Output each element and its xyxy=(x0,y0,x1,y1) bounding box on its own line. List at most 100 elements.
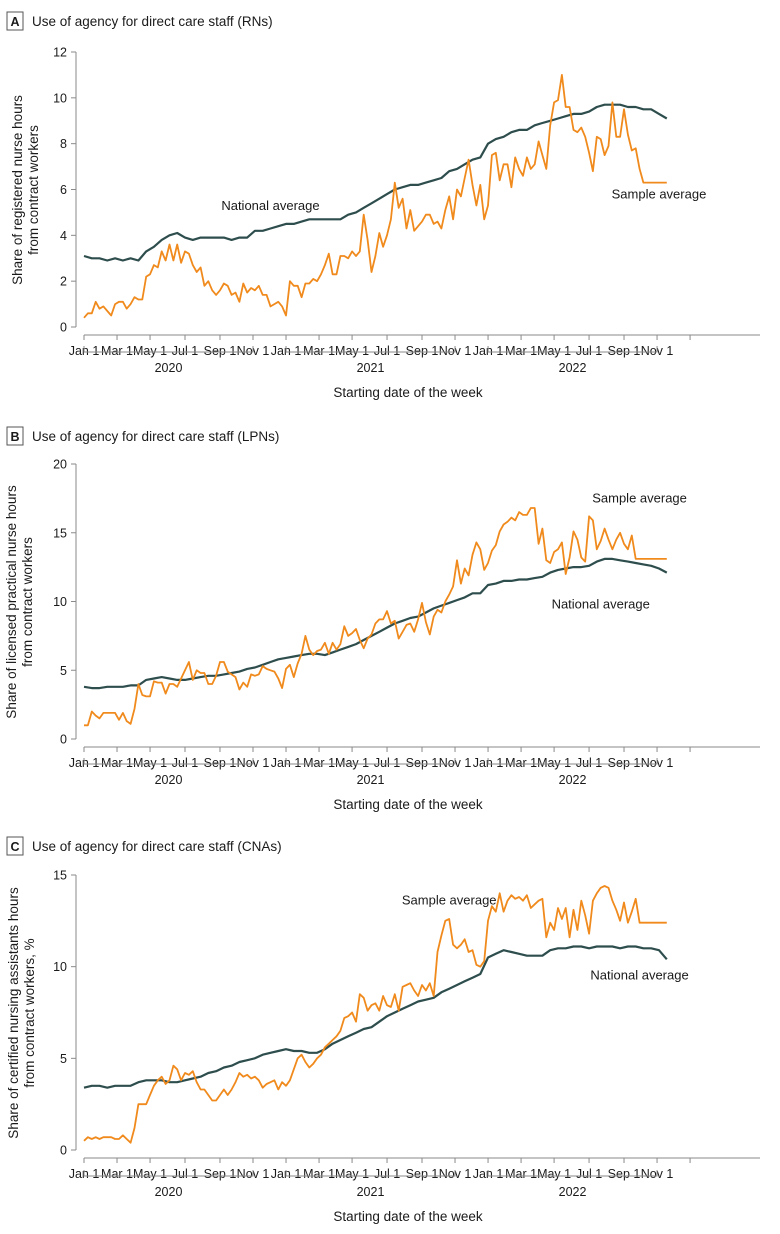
panel-a-annotation: Sample average xyxy=(612,187,707,202)
panel-b-year-bracket xyxy=(487,758,658,765)
panel-a-title: A Use of agency for direct care staff (R… xyxy=(6,11,273,31)
panel-a-y-tick-label: 12 xyxy=(53,46,67,60)
panel-b-letter: B xyxy=(10,430,19,444)
panel-c: C Use of agency for direct care staff (C… xyxy=(6,836,760,1224)
panel-c-letter: C xyxy=(10,840,19,854)
panel-c-x-tick-label: Mar 1 xyxy=(505,1167,537,1181)
panel-c-x-tick-label: Jul 1 xyxy=(172,1167,198,1181)
panel-a-series-sample-average xyxy=(83,74,667,319)
panel-b-year-label: 2022 xyxy=(559,773,587,787)
panel-b-x-tick-label: May 1 xyxy=(537,756,571,770)
panel-a-y-tick-label: 2 xyxy=(60,275,67,289)
panel-a-year-bracket xyxy=(487,346,658,353)
panel-a-xlabel: Starting date of the week xyxy=(333,385,483,400)
panel-b: B Use of agency for direct care staff (L… xyxy=(4,426,760,812)
panel-b-y-tick-label: 10 xyxy=(53,595,67,609)
panel-b-title: B Use of agency for direct care staff (L… xyxy=(6,426,279,446)
panel-a-x-tick-label: Jul 1 xyxy=(172,344,198,358)
panel-b-year-label: 2021 xyxy=(357,773,385,787)
panel-b-y-tick-label: 15 xyxy=(53,526,67,540)
panel-c-title-text: Use of agency for direct care staff (CNA… xyxy=(32,839,282,854)
panel-c-x-tick-label: Jul 1 xyxy=(374,1167,400,1181)
panel-c-x-tick-label: Mar 1 xyxy=(101,1167,133,1181)
panel-b-x-tick-label: Jul 1 xyxy=(374,756,400,770)
panel-b-y-tick-label: 20 xyxy=(53,458,67,472)
panel-b-x-tick-label: Mar 1 xyxy=(505,756,537,770)
panel-b-x-tick-label: Sep 1 xyxy=(406,756,439,770)
panel-c-xlabel: Starting date of the week xyxy=(333,1209,483,1224)
panel-a-y-tick-label: 6 xyxy=(60,183,67,197)
panel-a-x-tick-label: May 1 xyxy=(537,344,571,358)
panel-c-x-tick-label: May 1 xyxy=(133,1167,167,1181)
panel-c-x-tick-label: Sep 1 xyxy=(406,1167,439,1181)
panel-a-x-tick-label: May 1 xyxy=(335,344,369,358)
panel-b-x-tick-label: May 1 xyxy=(133,756,167,770)
panel-a-ylabel-line-1: Share of registered nurse hours xyxy=(10,95,25,285)
panel-b-ylabel-line-2: from contract workers xyxy=(20,537,35,667)
panel-c-ylabel-line-1: Share of certified nursing assistants ho… xyxy=(6,887,21,1139)
panel-a: A Use of agency for direct care staff (R… xyxy=(6,11,760,400)
panel-a-x-tick-label: Sep 1 xyxy=(204,344,237,358)
panel-b-y-tick-label: 5 xyxy=(60,664,67,678)
panel-b-xlabel: Starting date of the week xyxy=(333,797,483,812)
panel-c-year-bracket xyxy=(285,1170,456,1177)
panel-b-year-bracket xyxy=(285,758,456,765)
panel-c-x-tick-label: Sep 1 xyxy=(608,1167,641,1181)
panel-a-series-national-average xyxy=(83,103,668,262)
panel-b-year-label: 2020 xyxy=(155,773,183,787)
panel-c-annotation: Sample average xyxy=(402,892,497,907)
panel-c-year-label: 2020 xyxy=(155,1185,183,1199)
panel-c-year-label: 2022 xyxy=(559,1185,587,1199)
panel-b-y-tick-label: 0 xyxy=(60,733,67,747)
panel-a-x-tick-label: Sep 1 xyxy=(406,344,439,358)
panel-c-y-tick-label: 0 xyxy=(60,1144,67,1158)
panel-b-series-sample-average xyxy=(84,507,667,727)
panel-a-year-bracket xyxy=(285,346,456,353)
panel-a-annotation: National average xyxy=(221,198,319,213)
panel-c-x-tick-label: May 1 xyxy=(537,1167,571,1181)
panel-c-series-national-average xyxy=(83,945,668,1089)
panel-b-x-tick-label: Sep 1 xyxy=(608,756,641,770)
panel-b-x-tick-label: Jul 1 xyxy=(576,756,602,770)
panel-a-year-label: 2022 xyxy=(559,361,587,375)
panel-a-title-text: Use of agency for direct care staff (RNs… xyxy=(32,14,273,29)
panel-c-x-tick-label: Jul 1 xyxy=(576,1167,602,1181)
panel-a-year-label: 2020 xyxy=(155,361,183,375)
panel-a-ylabel-line-2: from contract workers xyxy=(26,125,41,255)
panel-c-y-tick-label: 10 xyxy=(53,960,67,974)
panel-b-x-tick-label: Mar 1 xyxy=(101,756,133,770)
panel-a-x-tick-label: Mar 1 xyxy=(101,344,133,358)
panel-c-year-bracket xyxy=(83,1170,254,1177)
panel-b-x-tick-label: Sep 1 xyxy=(204,756,237,770)
panel-a-x-tick-label: Mar 1 xyxy=(505,344,537,358)
panel-a-x-tick-label: Jul 1 xyxy=(374,344,400,358)
panel-c-series-sample-average xyxy=(83,885,667,1144)
panel-b-x-tick-label: Mar 1 xyxy=(303,756,335,770)
panel-b-ylabel-line-1: Share of licensed practical nurse hours xyxy=(4,485,19,719)
panel-c-x-tick-label: Mar 1 xyxy=(303,1167,335,1181)
panel-a-y-tick-label: 8 xyxy=(60,137,67,151)
panel-c-y-tick-label: 15 xyxy=(53,869,67,883)
panel-b-year-bracket xyxy=(83,758,254,765)
panel-b-annotation: Sample average xyxy=(592,491,687,506)
panel-a-letter-box xyxy=(6,11,24,31)
panel-a-x-tick-label: Sep 1 xyxy=(608,344,641,358)
panel-c-title: C Use of agency for direct care staff (C… xyxy=(6,836,282,856)
panel-a-y-tick-label: 4 xyxy=(60,229,67,243)
panel-c-x-tick-label: May 1 xyxy=(335,1167,369,1181)
panel-b-annotation: National average xyxy=(552,596,650,611)
panel-a-year-label: 2021 xyxy=(357,361,385,375)
panel-c-annotation: National average xyxy=(590,968,688,983)
panel-a-letter: A xyxy=(10,15,19,29)
panel-b-x-tick-label: May 1 xyxy=(335,756,369,770)
panel-a-x-tick-label: May 1 xyxy=(133,344,167,358)
panel-b-letter-box xyxy=(6,426,24,446)
panel-c-letter-box xyxy=(6,836,24,856)
panel-a-x-tick-label: Jul 1 xyxy=(576,344,602,358)
panel-c-x-tick-label: Sep 1 xyxy=(204,1167,237,1181)
panel-c-y-tick-label: 5 xyxy=(60,1052,67,1066)
